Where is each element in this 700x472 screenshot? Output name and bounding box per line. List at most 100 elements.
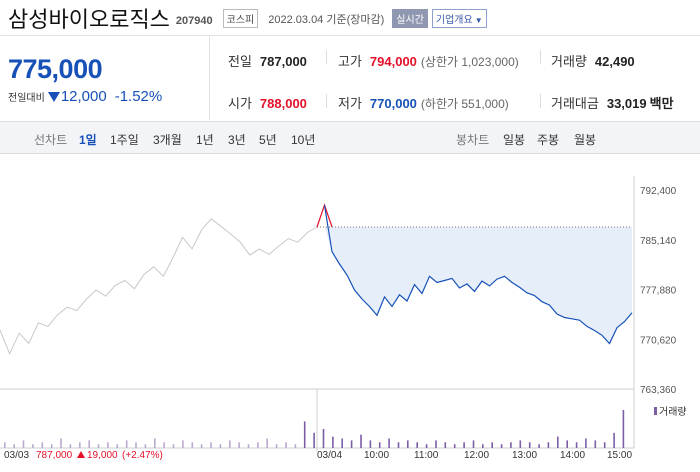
company-info-label: 기업개요: [435, 15, 473, 26]
volume-bar: [369, 440, 372, 448]
x-axis-label: 11:00: [414, 450, 439, 461]
volume-bar: [219, 444, 222, 448]
tab-1d[interactable]: 1일: [79, 133, 97, 147]
volume-bar: [613, 432, 615, 448]
volume-bar: [538, 444, 540, 448]
divider: [326, 94, 327, 108]
volume-bar: [482, 444, 484, 448]
y-tick-label: 777,880: [640, 286, 677, 297]
volume-legend-label: 거래량: [659, 406, 687, 418]
volume-bar: [491, 442, 493, 448]
below-reference-area: [317, 227, 632, 344]
prev-close-value: 787,000: [259, 54, 307, 69]
volume-bar: [97, 444, 100, 448]
x-axis-label: 03/04: [317, 450, 342, 461]
line-chart-label: 선차트: [34, 133, 68, 147]
open-label: 시가: [228, 96, 252, 111]
volume-bar: [125, 440, 128, 448]
volume-bar: [210, 442, 212, 448]
volume-bar: [275, 444, 278, 448]
volume-bar: [444, 442, 447, 448]
current-price: 775,000: [8, 54, 103, 84]
volume-bar: [407, 440, 409, 448]
volume-bar: [425, 444, 428, 448]
prev-day-date: 03/03: [4, 450, 29, 461]
tab-monthly-candle[interactable]: 월봉: [574, 133, 597, 147]
volume-bar: [510, 442, 512, 448]
volume-label: 거래량: [551, 54, 587, 69]
volume-bar: [519, 440, 522, 448]
tab-1y[interactable]: 1년: [196, 133, 214, 147]
y-tick-label: 792,400: [640, 186, 677, 197]
x-axis-label: 10:00: [364, 450, 389, 461]
volume-bar: [182, 440, 184, 448]
high-value: 794,000: [369, 54, 417, 69]
volume-bar: [500, 444, 503, 448]
volume-bar: [154, 438, 156, 448]
change-row: 전일대비 12,000 -1.52%: [8, 88, 162, 105]
volume-bar: [266, 438, 268, 448]
x-axis-label: 15:00: [607, 450, 632, 461]
volume-bar: [350, 440, 353, 448]
y-tick-label: 770,620: [640, 335, 677, 346]
tab-5y[interactable]: 5년: [259, 133, 277, 147]
metric-volume: 거래량 42,490: [551, 51, 635, 70]
volume-legend-swatch: [654, 407, 657, 415]
x-axis-label: 13:00: [512, 450, 537, 461]
volume-bar: [285, 442, 287, 448]
price-box: 775,000 전일대비 12,000 -1.52%: [0, 36, 210, 120]
volume-bar: [388, 438, 390, 448]
volume-bar: [60, 438, 62, 448]
volume-bar: [69, 444, 72, 448]
realtime-button[interactable]: 실시간: [392, 9, 428, 28]
volume-bar: [13, 444, 15, 448]
volume-bar: [79, 442, 81, 448]
open-value: 788,000: [259, 96, 307, 111]
chart-period-tabs: 선차트 1일 1주일 3개월 1년 3년 5년 10년 봉차트 일봉 주봉 월봉: [0, 121, 700, 154]
volume-bar: [32, 444, 34, 448]
low-value: 770,000: [369, 96, 417, 111]
metric-open: 시가 788,000: [228, 93, 307, 112]
amount-value: 33,019: [606, 96, 647, 111]
volume-bar: [144, 444, 147, 448]
metric-high: 고가 794,000 (상한가 1,023,000): [338, 51, 519, 70]
candle-chart-label: 봉차트: [456, 133, 490, 147]
up-triangle-icon: [77, 451, 85, 458]
tab-1w[interactable]: 1주일: [110, 133, 139, 147]
divider: [540, 50, 541, 64]
tab-weekly-candle[interactable]: 주봉: [537, 133, 560, 147]
tab-daily-candle[interactable]: 일봉: [503, 133, 526, 147]
volume-bar: [172, 444, 175, 448]
change-percent: -1.52%: [114, 88, 163, 105]
tab-3y[interactable]: 3년: [228, 133, 246, 147]
prev-day-close: 787,000: [36, 450, 73, 461]
volume-bar: [322, 429, 325, 448]
x-axis-labels: 03/04 10:00 11:00 12:00 13:00 14:00 15:00: [317, 450, 632, 461]
metric-low: 저가 770,000 (하한가 551,000): [338, 93, 509, 112]
volume-bar: [88, 440, 90, 448]
volume-value: 42,490: [594, 54, 635, 69]
volume-bar: [22, 440, 25, 448]
tab-10y[interactable]: 10년: [291, 133, 316, 147]
metric-prev-close: 전일 787,000: [228, 51, 307, 70]
volume-bar: [435, 440, 437, 448]
y-tick-label: 785,140: [640, 236, 677, 247]
volume-bar: [41, 442, 44, 448]
prev-day-line: [0, 218, 318, 356]
volume-bar: [238, 442, 240, 448]
volume-bar: [163, 442, 165, 448]
volume-bar: [566, 440, 568, 448]
price-line: [323, 205, 633, 345]
x-axis-label: 12:00: [464, 450, 489, 461]
tab-3m[interactable]: 3개월: [153, 133, 182, 147]
company-info-dropdown[interactable]: 기업개요 ▼: [431, 9, 487, 28]
volume-bar: [229, 440, 231, 448]
prev-close-label: 전일: [228, 54, 252, 69]
volume-bar: [303, 421, 306, 448]
volume-bar: [191, 442, 194, 448]
volume-bar: [585, 438, 587, 448]
prev-day-change-pct: (+2.47%): [122, 450, 163, 461]
market-badge: 코스피: [222, 9, 259, 28]
prev-day-change: 19,000: [87, 450, 118, 461]
